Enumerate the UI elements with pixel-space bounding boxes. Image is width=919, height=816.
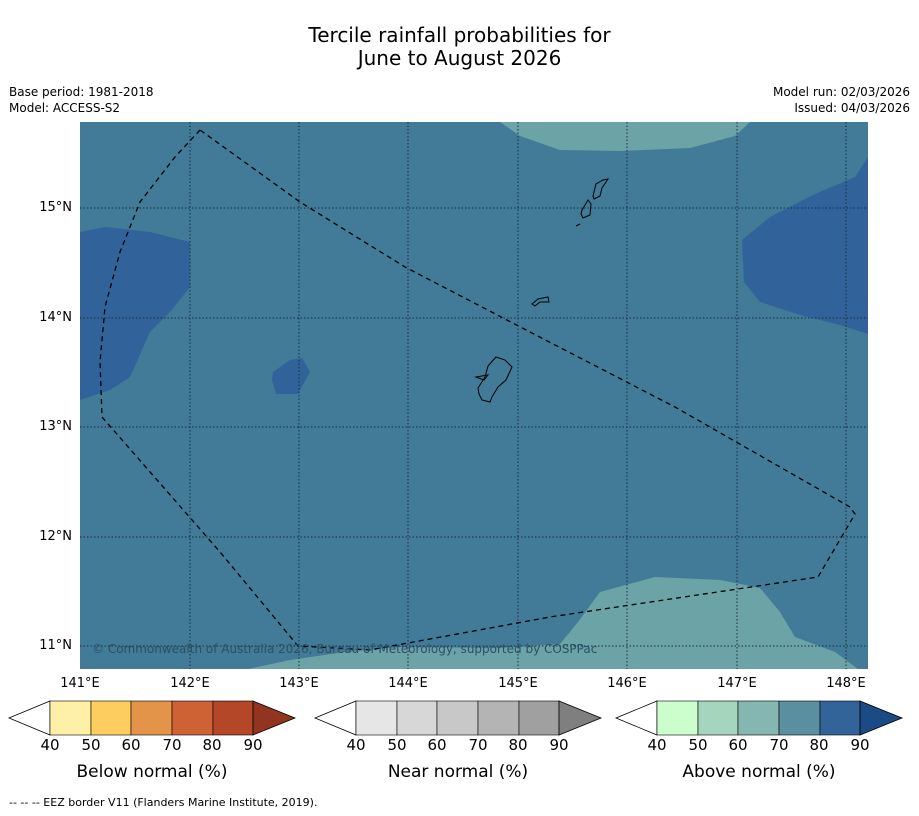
colorbar-below-normal <box>8 700 297 736</box>
island-saipan <box>592 178 610 200</box>
lat-label-11n: 11°N <box>39 638 72 653</box>
colorbar-above-bin-80 <box>819 700 861 736</box>
lon-label-148e: 148°E <box>826 676 866 691</box>
lat-label-13n: 13°N <box>39 419 72 434</box>
meta-left: Base period: 1981-2018 Model: ACCESS-S2 <box>9 84 154 116</box>
above-normal-70-region-south <box>248 577 858 669</box>
colorbar-above-tick-70: 70 <box>769 736 789 754</box>
lon-label-142e: 142°E <box>170 676 210 691</box>
colorbar-below-tick-50: 50 <box>81 736 101 754</box>
island-rota <box>531 296 550 307</box>
colorbar-above-bin-60 <box>737 700 780 736</box>
issued-label: Issued: 04/03/2026 <box>794 101 910 115</box>
island-guam-peninsula <box>474 374 490 381</box>
island-aguijan <box>575 223 581 227</box>
colorbar-near-bin-40 <box>355 700 398 736</box>
colorbar-near-tick-50: 50 <box>387 736 407 754</box>
colorbar-below-tick-90: 90 <box>243 736 263 754</box>
lat-label-15n: 15°N <box>39 200 72 215</box>
colorbar-near-normal <box>314 700 603 736</box>
lon-label-143e: 143°E <box>279 676 319 691</box>
lon-label-146e: 146°E <box>607 676 647 691</box>
meta-right: Model run: 02/03/2026 Issued: 04/03/2026 <box>773 84 910 116</box>
model-run-label: Model run: 02/03/2026 <box>772 85 910 99</box>
colorbar-above-tick-40: 40 <box>647 736 667 754</box>
colorbar-near-arrow-high <box>558 700 603 736</box>
copyright-text: © Commonwealth of Australia 2026, Bureau… <box>92 642 597 656</box>
colorbar-below-tick-40: 40 <box>40 736 60 754</box>
colorbar-above-normal <box>615 700 904 736</box>
above-normal-80-region-patch <box>272 358 310 394</box>
colorbar-near-tick-40: 40 <box>346 736 366 754</box>
map-gridlines <box>80 122 868 669</box>
map-canvas: © Commonwealth of Australia 2026, Bureau… <box>80 122 868 669</box>
eez-legend-footnote: -- -- -- EEZ border V11 (Flanders Marine… <box>9 796 318 809</box>
colorbar-near-tick-80: 80 <box>508 736 528 754</box>
colorbar-near-bin-60 <box>436 700 479 736</box>
lat-label-14n: 14°N <box>39 310 72 325</box>
colorbar-above-tick-50: 50 <box>688 736 708 754</box>
colorbar-below-tick-70: 70 <box>162 736 182 754</box>
base-period-label: Base period: 1981-2018 <box>9 85 154 99</box>
islands <box>474 178 610 403</box>
above-normal-70-region-north <box>500 122 750 151</box>
colorbar-above-title: Above normal (%) <box>682 762 836 782</box>
colorbar-near-tick-70: 70 <box>468 736 488 754</box>
above-normal-80-region-east <box>742 157 868 334</box>
lat-label-12n: 12°N <box>39 529 72 544</box>
colorbar-near-title: Near normal (%) <box>387 762 529 782</box>
colorbar-above-arrow-low <box>615 700 658 736</box>
colorbar-near-bin-50 <box>396 700 438 736</box>
colorbar-below-title: Below normal (%) <box>76 762 228 782</box>
lon-label-144e: 144°E <box>388 676 428 691</box>
colorbar-above-tick-80: 80 <box>809 736 829 754</box>
colorbar-above-tick-90: 90 <box>850 736 870 754</box>
colorbar-above-arrow-high <box>859 700 904 736</box>
lon-label-145e: 145°E <box>498 676 538 691</box>
colorbar-below-arrow-high <box>252 700 297 736</box>
island-tinian <box>580 199 592 219</box>
colorbar-above-tick-60: 60 <box>728 736 748 754</box>
lon-label-147e: 147°E <box>717 676 757 691</box>
colorbar-below-arrow-low <box>8 700 51 736</box>
island-guam <box>477 356 513 403</box>
colorbar-near-arrow-low <box>314 700 357 736</box>
colorbar-near-tick-90: 90 <box>549 736 569 754</box>
lon-label-141e: 141°E <box>60 676 100 691</box>
colorbar-near-bin-70 <box>477 700 520 736</box>
colorbar-below-bin-40 <box>49 700 92 736</box>
colorbar-above-bin-70 <box>778 700 821 736</box>
above-normal-80-region-west <box>80 227 190 400</box>
eez-border <box>99 129 856 651</box>
colorbar-below-tick-60: 60 <box>121 736 141 754</box>
colorbar-near-tick-60: 60 <box>427 736 447 754</box>
colorbar-below-bin-70 <box>171 700 214 736</box>
colorbar-near-bin-80 <box>518 700 560 736</box>
colorbar-below-bin-60 <box>130 700 173 736</box>
colorbar-below-tick-80: 80 <box>202 736 222 754</box>
chart-title-line-2: June to August 2026 <box>357 46 562 70</box>
colorbar-above-bin-50 <box>697 700 739 736</box>
model-label: Model: ACCESS-S2 <box>9 101 121 115</box>
chart-title-line-1: Tercile rainfall probabilities for <box>308 23 611 47</box>
colorbar-below-bin-80 <box>212 700 254 736</box>
colorbar-above-bin-40 <box>656 700 699 736</box>
colorbar-below-bin-50 <box>90 700 132 736</box>
